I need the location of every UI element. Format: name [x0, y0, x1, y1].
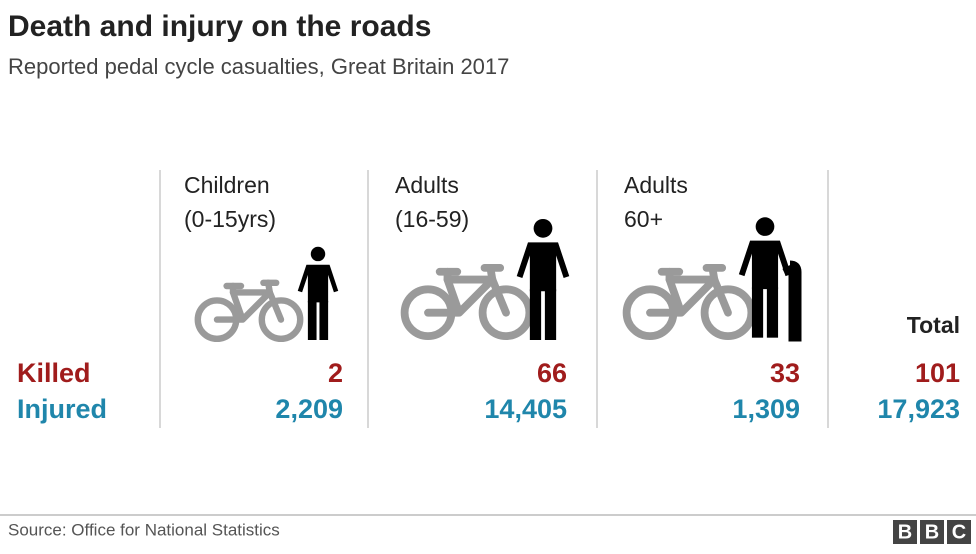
logo-letter: B: [925, 521, 939, 543]
logo-letter: C: [952, 521, 966, 543]
column-dividers: [159, 170, 829, 428]
logo-box: [920, 520, 944, 544]
cell-value: 1,309: [732, 394, 800, 424]
column-header: Adults: [624, 172, 688, 198]
column-header: Children: [184, 172, 270, 198]
bike-icon: [198, 283, 300, 339]
total-header: Total: [907, 312, 960, 338]
column-header: (16-59): [395, 206, 469, 232]
cell-value: 2,209: [275, 394, 343, 424]
elderly-icon: [738, 217, 802, 342]
logo-box: [893, 520, 917, 544]
logo-box: [947, 520, 971, 544]
cell-value: 66: [537, 358, 567, 388]
bike-icon: [405, 268, 530, 336]
table: Children (0-15yrs) Adults (16-59) Adults 60+ T…: [17, 172, 960, 424]
source: Source: Office for National Statistics: [8, 520, 280, 539]
bike-icon: [627, 268, 752, 336]
cell-value: 14,405: [484, 394, 567, 424]
child-icon: [297, 246, 339, 340]
row-label: Killed: [17, 358, 91, 388]
row-label: Injured: [17, 394, 107, 424]
column-header: 60+: [624, 206, 663, 232]
cell-value: 2: [328, 358, 343, 388]
cell-value: 17,923: [877, 394, 960, 424]
cell-value: 101: [915, 358, 960, 388]
column-header: (0-15yrs): [184, 206, 276, 232]
title: Death and injury on the roads: [8, 10, 431, 43]
column-header: Adults: [395, 172, 459, 198]
subtitle: Reported pedal cycle casualties, Great B…: [8, 54, 509, 79]
cell-value: 33: [770, 358, 800, 388]
logo-letter: B: [898, 521, 912, 543]
